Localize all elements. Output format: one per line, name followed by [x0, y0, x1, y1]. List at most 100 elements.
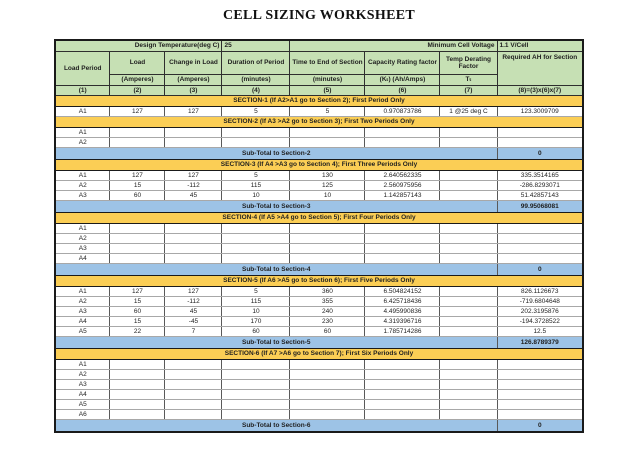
value-cell: 60	[109, 190, 166, 201]
value-cell: 1.785714286	[364, 326, 441, 337]
load-period-cell: A6	[54, 409, 111, 420]
value-cell	[221, 369, 291, 380]
subtotal-row: Sub-Total to Section-5 126.8789379	[54, 336, 584, 349]
table-row: A1	[54, 359, 584, 370]
subtotal-label: Sub-Total to Section-4	[54, 263, 498, 276]
col-header-change-in-load: Change in Load	[164, 51, 223, 75]
value-cell	[439, 286, 498, 297]
value-cell	[364, 389, 441, 400]
value-cell	[109, 389, 166, 400]
subtotal-value: 0	[496, 263, 584, 276]
value-cell: 1 @25 deg C	[439, 106, 498, 117]
subtotal-label: Sub-Total to Section-2	[54, 147, 498, 160]
value-cell	[439, 399, 498, 410]
value-cell	[289, 409, 366, 420]
col-header-required-ah: Required AH for Section	[496, 51, 584, 86]
value-cell	[221, 379, 291, 390]
units-row: (Amperes) (Amperes) (minutes) (minutes) …	[55, 74, 583, 86]
value-cell: 127	[109, 106, 166, 117]
col-num-6: (6)	[364, 85, 441, 96]
value-cell	[439, 180, 498, 191]
value-cell: -45	[164, 316, 223, 327]
value-cell: -112	[164, 296, 223, 307]
value-cell	[164, 409, 223, 420]
col-header-capacity-factor: Capacity Rating factor	[364, 51, 441, 75]
value-cell: 12.5	[496, 326, 584, 337]
section-header: SECTION-2 (If A3 >A2 go to Section 3); F…	[54, 116, 584, 128]
value-cell: 127	[109, 286, 166, 297]
table-row: A3	[54, 243, 584, 254]
table-row: A1	[54, 223, 584, 234]
worksheet-title: CELL SIZING WORKSHEET	[223, 8, 415, 23]
load-period-cell: A2	[54, 369, 111, 380]
value-cell	[221, 389, 291, 400]
value-cell	[439, 409, 498, 420]
unit-duration: (minutes)	[221, 74, 291, 86]
table-row: A4 15 -45 170 230 4.319396716 -194.3728522	[54, 316, 584, 327]
value-cell: 7	[164, 326, 223, 337]
section-header: SECTION-3 (If A4 >A3 go to Section 4); F…	[54, 159, 584, 171]
value-cell: 202.3195876	[496, 306, 584, 317]
col-num-1: (1)	[54, 85, 111, 96]
value-cell: 230	[289, 316, 366, 327]
unit-temp-derating: Tₜ	[439, 74, 498, 86]
unit-time-to-end: (minutes)	[289, 74, 366, 86]
section-header: SECTION-1 (If A2>A1 go to Section 2); Fi…	[54, 95, 584, 107]
subtotal-row: Sub-Total to Section-4 0	[54, 263, 584, 276]
value-cell: 5	[289, 106, 366, 117]
value-cell	[496, 233, 584, 244]
load-period-cell: A2	[54, 180, 111, 191]
value-cell: 5	[221, 286, 291, 297]
col-header-temp-derating: Temp Derating Factor	[439, 51, 498, 75]
value-cell: 115	[221, 180, 291, 191]
subtotal-label: Sub-Total to Section-5	[54, 336, 498, 349]
value-cell	[439, 389, 498, 400]
value-cell: -112	[164, 180, 223, 191]
table-row: A1 127 127 5 360 6.504824152 826.1126673	[54, 286, 584, 297]
value-cell: 6.425718436	[364, 296, 441, 307]
value-cell: 170	[221, 316, 291, 327]
value-cell	[221, 243, 291, 254]
subtotal-value: 0	[496, 147, 584, 160]
value-cell	[364, 243, 441, 254]
value-cell	[164, 233, 223, 244]
value-cell	[439, 137, 498, 148]
value-cell: 10	[289, 190, 366, 201]
value-cell	[289, 233, 366, 244]
value-cell: 2.640562335	[364, 170, 441, 181]
value-cell	[496, 389, 584, 400]
value-cell	[109, 399, 166, 410]
worksheet-header: Design Temperature(deg C) 25 Minimum Cel…	[54, 39, 584, 96]
subtotal-value: 126.8789379	[496, 336, 584, 349]
value-cell: 127	[109, 170, 166, 181]
value-cell	[439, 359, 498, 370]
value-cell	[364, 409, 441, 420]
value-cell: 15	[109, 296, 166, 307]
value-cell	[109, 127, 166, 138]
value-cell	[164, 253, 223, 264]
value-cell	[289, 359, 366, 370]
value-cell	[109, 137, 166, 148]
value-cell	[221, 127, 291, 138]
load-period-cell: A5	[54, 399, 111, 410]
value-cell: 5	[221, 106, 291, 117]
load-period-cell: A1	[54, 127, 111, 138]
load-period-cell: A1	[54, 170, 111, 181]
cell-sizing-table: Design Temperature(deg C) 25 Minimum Cel…	[53, 39, 585, 433]
table-row: A5	[54, 399, 584, 410]
col-num-8-formula: (8)=(3)x(6)x(7)	[496, 85, 584, 96]
table-row: A1 127 127 5 5 0.970873786 1 @25 deg C 123.3009…	[54, 106, 584, 117]
value-cell	[364, 137, 441, 148]
value-cell: 125	[289, 180, 366, 191]
value-cell	[364, 369, 441, 380]
value-cell	[439, 306, 498, 317]
value-cell: 826.1126673	[496, 286, 584, 297]
value-cell	[496, 137, 584, 148]
value-cell	[439, 296, 498, 307]
value-cell	[109, 253, 166, 264]
value-cell: 51.42857143	[496, 190, 584, 201]
value-cell	[164, 369, 223, 380]
value-cell: 10	[221, 190, 291, 201]
subtotal-value: 0	[496, 419, 584, 433]
value-cell	[289, 137, 366, 148]
